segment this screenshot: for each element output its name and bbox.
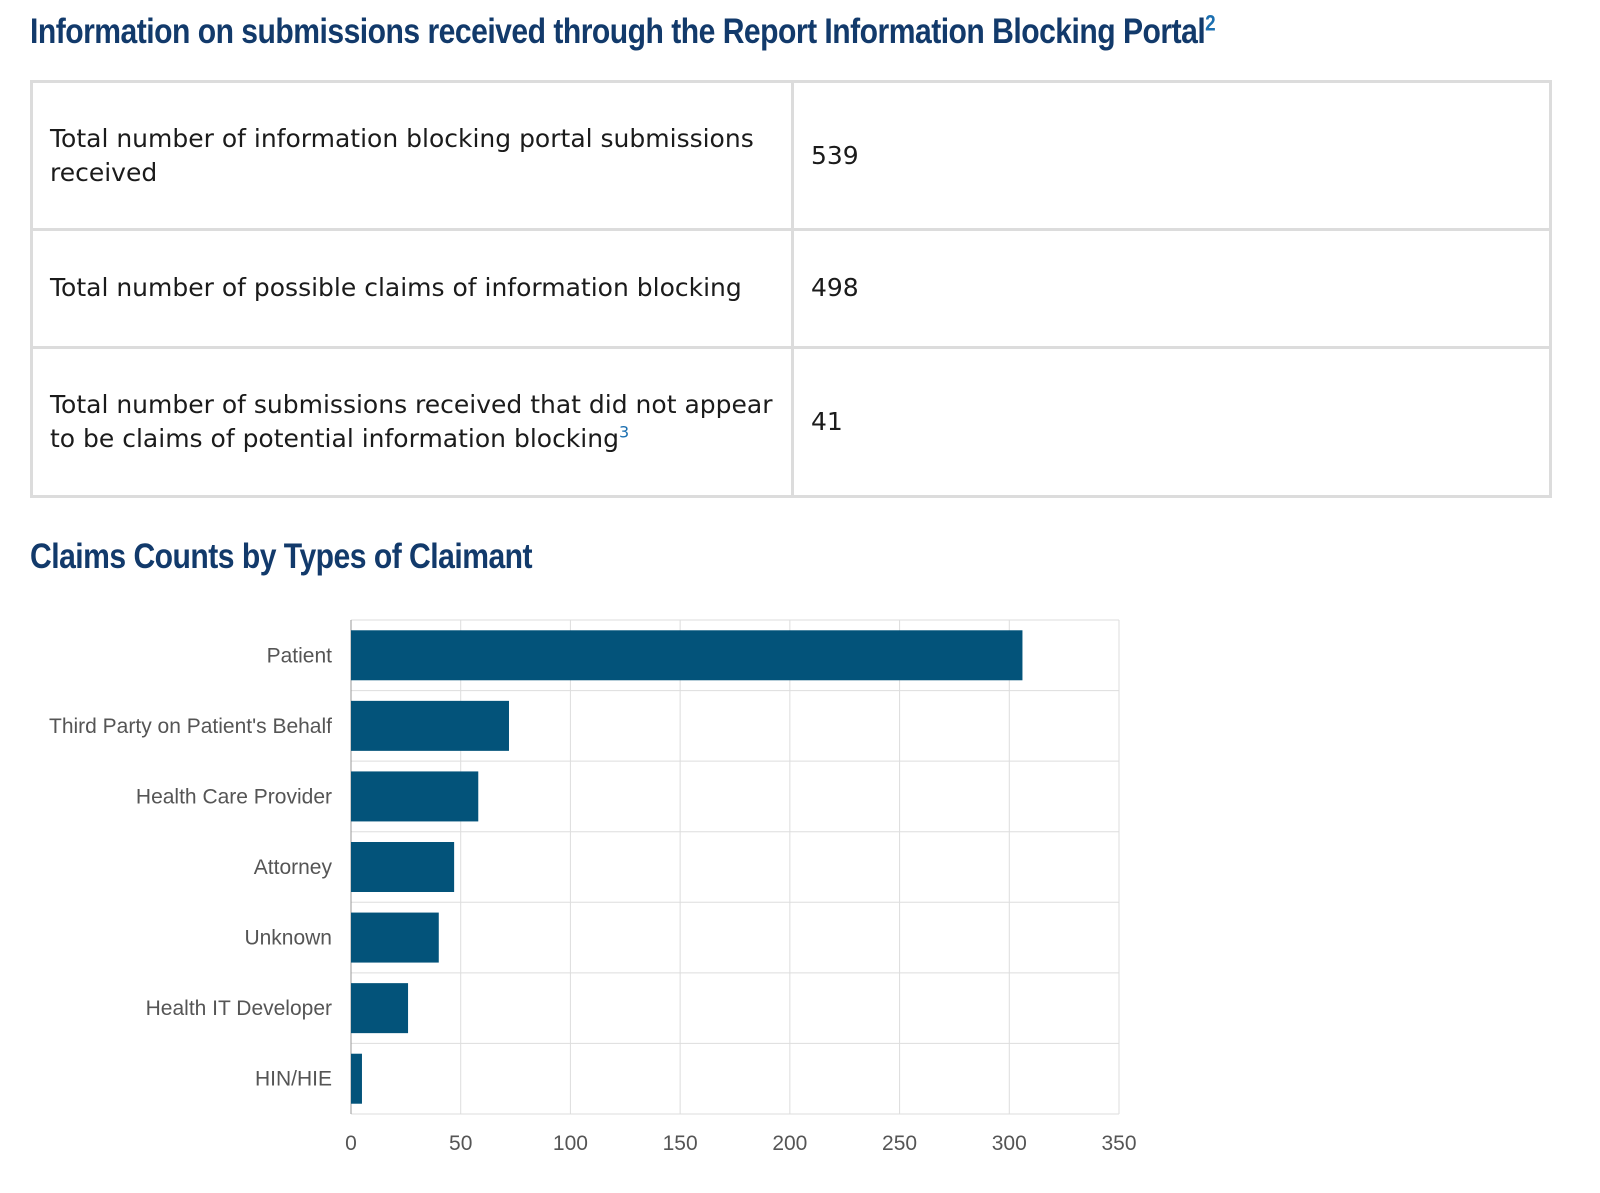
row-value: 498 (791, 228, 1552, 349)
chart-grid (350, 619, 1120, 1115)
x-tick-label: 250 (882, 1132, 917, 1155)
bar (351, 983, 409, 1034)
row-label: Total number of possible claims of infor… (30, 228, 794, 349)
table-row: Total number of information blocking por… (30, 79, 1552, 232)
bar (351, 842, 455, 892)
bar (351, 630, 1023, 681)
row-label-text: Total number of submissions received tha… (50, 389, 773, 453)
summary-table: Total number of information blocking por… (30, 79, 1552, 499)
category-label: Unknown (244, 927, 332, 950)
row-label: Total number of submissions received tha… (30, 345, 794, 499)
x-tick-label: 350 (1101, 1132, 1136, 1155)
page-title-text: Information on submissions received thro… (30, 12, 1206, 51)
table-row: Total number of submissions received tha… (30, 345, 1552, 499)
category-label: HIN/HIE (255, 1068, 332, 1091)
bar (351, 700, 509, 751)
x-tick-label: 0 (345, 1132, 357, 1155)
row-label: Total number of information blocking por… (30, 79, 794, 232)
bar (351, 1053, 362, 1104)
row-value: 539 (791, 79, 1552, 232)
chart-bars (351, 630, 1023, 1104)
category-label: Health Care Provider (136, 785, 332, 808)
x-tick-label: 300 (992, 1132, 1027, 1155)
bar (351, 912, 439, 963)
chart-title: Claims Counts by Types of Claimant (30, 537, 533, 576)
x-tick-label: 50 (449, 1132, 472, 1155)
bar (351, 771, 479, 822)
x-tick-label: 200 (772, 1132, 807, 1155)
x-tick-labels: 0 50 100 150 200 250 300 350 (345, 1132, 1136, 1155)
title-footnote-link[interactable]: 2 (1205, 10, 1216, 36)
bar-chart: Patient Third Party on Patient's Behalf He… (49, 619, 1137, 1155)
row-label-text: Total number of possible claims of infor… (50, 273, 742, 303)
row-footnote-link[interactable]: 3 (618, 422, 630, 442)
x-tick-label: 100 (553, 1132, 588, 1155)
category-label: Patient (267, 644, 333, 667)
table-row: Total number of possible claims of infor… (30, 228, 1552, 349)
category-label: Health IT Developer (146, 997, 332, 1020)
row-label-text: Total number of information blocking por… (50, 123, 754, 187)
row-value: 41 (791, 345, 1552, 499)
page-title: Information on submissions received thro… (30, 10, 1216, 52)
category-label: Third Party on Patient's Behalf (49, 715, 332, 738)
category-labels: Patient Third Party on Patient's Behalf He… (49, 644, 332, 1090)
x-tick-label: 150 (663, 1132, 698, 1155)
category-label: Attorney (254, 856, 333, 879)
